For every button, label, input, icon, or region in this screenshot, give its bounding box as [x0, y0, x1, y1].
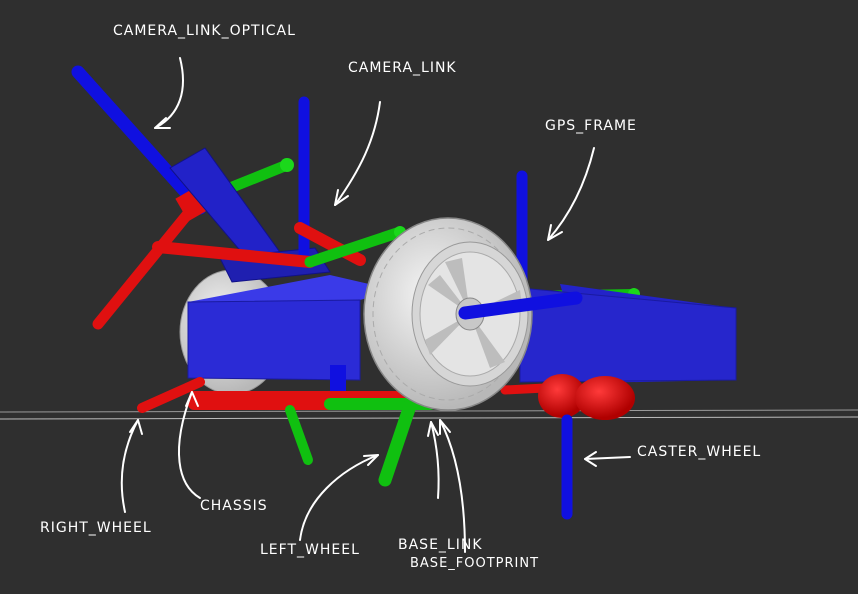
- ground-plane: [0, 409, 858, 420]
- chassis-frame: [137, 377, 550, 465]
- gps-frame: [516, 170, 640, 306]
- chassis-box: [187, 275, 737, 393]
- label-chassis: CHASSIS: [200, 498, 268, 514]
- label-gps-frame: GPS_FRAME: [545, 118, 637, 134]
- label-camera-link-optical: CAMERA_LINK_OPTICAL: [113, 23, 296, 39]
- label-caster-wheel: CASTER_WHEEL: [637, 444, 762, 460]
- left-wheel-frame: [378, 393, 419, 487]
- left-wheel-axle: [458, 291, 583, 320]
- left-wheel-mesh: [363, 217, 533, 411]
- label-right-wheel: RIGHT_WHEEL: [40, 520, 152, 536]
- label-camera-link: CAMERA_LINK: [348, 60, 457, 76]
- camera-link-frame: [152, 96, 406, 268]
- caster-wheel-mesh: [538, 374, 635, 520]
- annotation-arrows: [120, 57, 631, 553]
- label-base-link: BASE_LINK: [398, 537, 483, 553]
- label-base-footprint: BASE_FOOTPRINT: [410, 556, 540, 571]
- label-left-wheel: LEFT_WHEEL: [260, 542, 360, 558]
